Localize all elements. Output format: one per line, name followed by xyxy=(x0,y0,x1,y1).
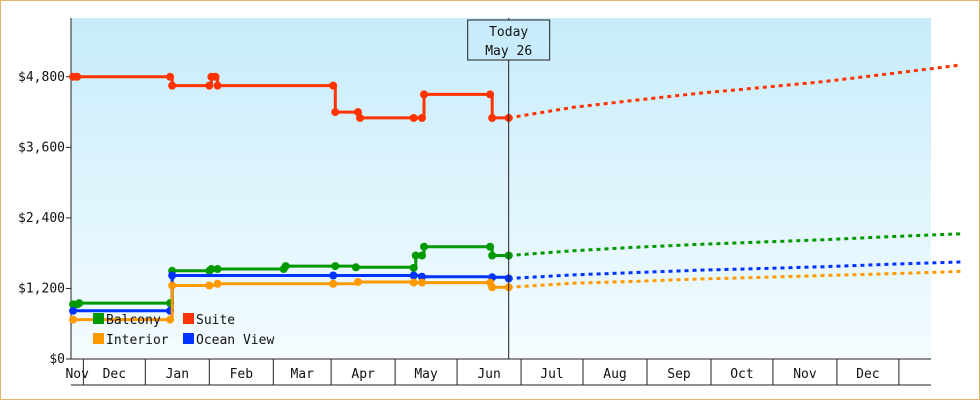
today-marker: Today May 26 xyxy=(467,18,551,359)
data-point xyxy=(168,281,177,290)
y-tick-label: $3,600 xyxy=(18,140,65,155)
data-point xyxy=(417,272,426,281)
x-tick-label: Oct xyxy=(730,367,753,382)
data-point xyxy=(213,81,222,90)
data-point xyxy=(409,113,418,122)
data-point xyxy=(329,271,338,280)
x-tick-label: Jul xyxy=(540,367,563,382)
data-point xyxy=(205,281,214,290)
data-point xyxy=(486,242,495,251)
data-point xyxy=(488,283,497,292)
series-layer xyxy=(69,63,961,324)
data-point xyxy=(75,299,84,308)
data-point xyxy=(69,306,78,315)
x-tick-label: Nov xyxy=(65,367,89,382)
data-point xyxy=(207,265,216,274)
x-tick-label: Dec xyxy=(103,367,126,382)
x-tick-label: Aug xyxy=(603,367,626,382)
x-tick-label: Sep xyxy=(667,367,691,382)
legend-label: Interior xyxy=(106,333,169,348)
forecast-line xyxy=(508,260,961,280)
data-point xyxy=(166,315,175,324)
data-point xyxy=(351,263,360,272)
x-tick-label: Dec xyxy=(856,367,879,382)
y-tick-label: $4,800 xyxy=(18,70,65,85)
series-interior xyxy=(69,269,961,324)
y-tick-label: $1,200 xyxy=(18,281,65,296)
data-point xyxy=(69,315,78,324)
data-point xyxy=(331,262,340,271)
data-point xyxy=(409,278,418,287)
x-tick-label: Apr xyxy=(351,367,375,382)
forecast-line xyxy=(508,269,961,289)
data-point xyxy=(417,251,426,260)
today-box xyxy=(467,19,551,61)
data-point xyxy=(420,90,429,99)
forecast-line xyxy=(508,232,961,257)
data-point xyxy=(411,251,420,260)
plot-background xyxy=(71,18,931,359)
data-point xyxy=(211,72,220,81)
legend-label: Suite xyxy=(196,313,235,328)
data-point xyxy=(488,113,497,122)
legend-swatch xyxy=(93,333,104,344)
series-suite xyxy=(69,63,961,122)
data-point xyxy=(329,81,338,90)
data-point xyxy=(168,81,177,90)
data-point xyxy=(205,81,214,90)
legend-swatch xyxy=(93,313,104,324)
data-point xyxy=(281,262,290,271)
data-point xyxy=(409,271,418,280)
x-tick-label: Mar xyxy=(290,367,314,382)
forecast-line xyxy=(508,63,961,120)
today-date: May 26 xyxy=(485,44,532,59)
data-point xyxy=(356,113,365,122)
data-point xyxy=(417,113,426,122)
legend: Balcony Suite Interior Ocean View xyxy=(93,313,274,348)
x-tick-label: Feb xyxy=(230,367,254,382)
data-point xyxy=(331,108,340,117)
x-tick-label: Jun xyxy=(477,367,500,382)
data-point xyxy=(213,279,222,288)
legend-label: Balcony xyxy=(106,313,161,328)
data-point xyxy=(73,72,82,81)
data-point xyxy=(166,72,175,81)
data-point xyxy=(213,265,222,274)
x-tick-label: Nov xyxy=(793,367,817,382)
y-tick-label: $0 xyxy=(49,352,65,367)
legend-swatch xyxy=(183,313,194,324)
data-point xyxy=(168,271,177,280)
data-point xyxy=(488,251,497,260)
x-tick-label: May xyxy=(414,367,438,382)
data-point xyxy=(486,90,495,99)
data-point xyxy=(353,277,362,286)
legend-label: Ocean View xyxy=(196,333,274,348)
today-label: Today xyxy=(489,25,528,40)
x-tick-label: Jan xyxy=(166,367,189,382)
data-point xyxy=(329,279,338,288)
legend-swatch xyxy=(183,333,194,344)
data-point xyxy=(417,278,426,287)
data-point xyxy=(409,263,418,272)
y-tick-label: $2,400 xyxy=(18,211,65,226)
data-point xyxy=(420,242,429,251)
